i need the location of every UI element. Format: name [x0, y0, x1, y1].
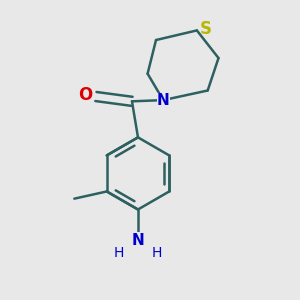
Text: N: N — [132, 233, 144, 248]
Text: H: H — [114, 246, 124, 260]
Text: H: H — [152, 246, 162, 260]
Text: N: N — [157, 93, 169, 108]
Text: O: O — [78, 86, 92, 104]
Text: S: S — [199, 20, 211, 38]
